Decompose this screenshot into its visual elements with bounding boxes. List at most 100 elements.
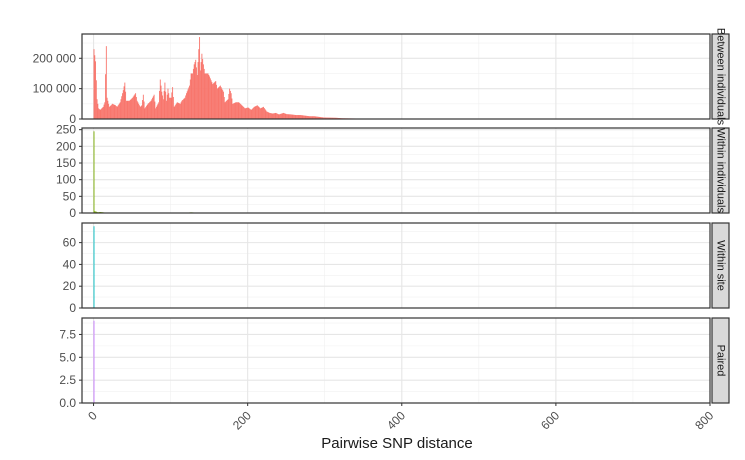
histogram-bar [296,115,298,119]
histogram-bar [114,104,116,119]
histogram-bar [260,107,262,119]
histogram-bar [283,113,285,119]
histogram-bar [180,102,182,119]
histogram-bar [202,59,204,119]
histogram-bar [274,113,276,119]
histogram-bar [295,115,297,119]
histogram-bar [320,117,322,119]
histogram-bar [300,115,301,119]
facet-panel: 0 20 40 60 Within site [63,222,730,315]
histogram-bar [316,116,318,119]
histogram-bar [170,97,172,119]
histogram-bar [155,108,157,119]
histogram-bar [135,93,137,119]
histogram-bar [253,106,255,119]
histogram-bar [176,102,178,119]
histogram-bar [94,211,96,213]
histogram-bar [145,107,147,119]
histogram-bar [111,104,113,119]
histogram-bar [135,96,137,119]
histogram-bar [194,62,196,119]
histogram-bar [313,116,315,119]
x-tick-label: 0 [85,408,100,423]
histogram-bar [107,100,109,119]
histogram-bar [156,105,158,119]
histogram-bar [333,117,335,119]
histogram-bar [250,109,252,119]
histogram-bar [270,113,272,119]
histogram-bar [290,114,291,119]
histogram-bar [216,88,218,119]
histogram-bar [93,131,95,213]
histogram-bar [263,106,264,119]
histogram-bar [188,87,190,119]
histogram-bar [281,113,283,119]
histogram-bar [174,105,176,119]
strip-label: Paired [715,345,727,377]
histogram-bar [124,82,126,119]
histogram-bar [318,116,320,119]
facet-strip: Paired [711,317,730,404]
histogram-bar [276,113,278,119]
histogram-bar [245,108,247,119]
y-tick-label: 60 [63,236,77,250]
histogram-bar [334,117,336,119]
histogram-bar [247,107,249,119]
histogram-bar [249,109,251,119]
strip-label: Within site [715,240,727,291]
histogram-bar [182,99,184,119]
histogram-bar [186,93,187,119]
histogram-bar [219,85,221,119]
histogram-bar [323,117,325,119]
histogram-bar [225,101,227,119]
histogram-bar [112,103,113,119]
y-tick-label: 200 000 [33,51,77,65]
histogram-bar [231,98,233,119]
histogram-bar [98,108,100,119]
histogram-bar [132,96,134,119]
histogram-bar [293,114,295,119]
histogram-bar [108,106,110,119]
histogram-bar [121,96,123,119]
histogram-bar [307,116,309,119]
strip-background [711,317,730,404]
histogram-bar [297,115,299,119]
histogram-bar [143,101,145,119]
histogram-bar [103,104,105,119]
histogram-bar [201,53,203,119]
histogram-bar [173,106,175,119]
histogram-bar [310,116,311,119]
y-tick-label: 20 [63,279,77,293]
histogram-bar [278,114,280,119]
histogram-bar [101,108,103,119]
histogram-bar [129,100,130,119]
histogram-bar [102,107,103,119]
histogram-bar [265,110,267,119]
histogram-bar [204,73,206,119]
histogram-bar [248,108,250,119]
histogram-bar [141,105,143,119]
histogram-bar [288,114,290,119]
histogram-bar [279,114,281,119]
histogram-bar [189,79,191,119]
histogram-bar [252,108,254,119]
histogram-bar [95,211,97,213]
histogram-bar [199,37,201,119]
y-tick-label: 0 [69,206,76,220]
histogram-bar [282,113,284,119]
histogram-bar [287,114,289,119]
histogram-bar [97,103,99,119]
histogram-bar [256,105,258,119]
histogram-bar [118,104,120,119]
histogram-bar [118,103,120,119]
histogram-bar [213,82,215,119]
histogram-bar [197,62,199,119]
histogram-bar [157,103,159,119]
histogram-bar [192,73,194,119]
histogram-bar [218,87,220,119]
histogram-bar [235,102,237,119]
histogram-bar [286,114,288,119]
histogram-bar [163,90,165,119]
histogram-bar [269,112,271,119]
histogram-bar [328,117,330,119]
